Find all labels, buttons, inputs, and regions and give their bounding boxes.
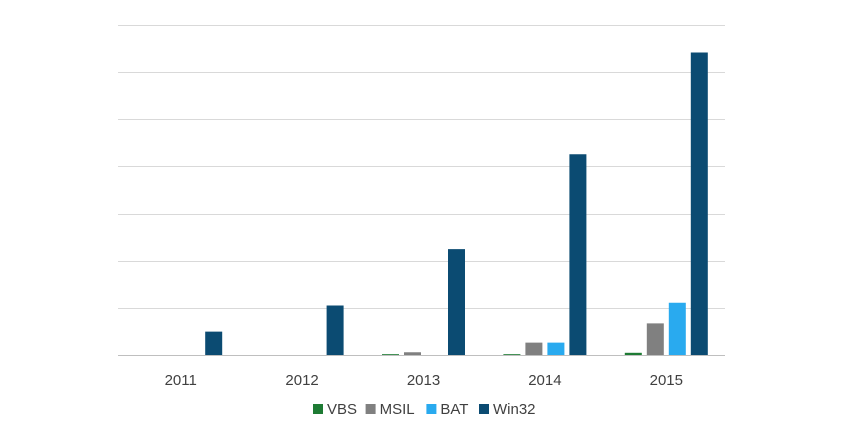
- legend-swatch-bat: [426, 404, 437, 414]
- bar-vbs-2014: [503, 354, 521, 355]
- legend-swatch-vbs: [313, 404, 323, 414]
- x-tick-label: 2014: [528, 372, 561, 389]
- bar-vbs-2013: [382, 354, 399, 355]
- gridlines: [118, 25, 725, 309]
- legend-label-msil: MSIL: [380, 401, 415, 418]
- legend-swatch-win32: [479, 404, 489, 414]
- x-tick-label: 2012: [285, 372, 318, 389]
- x-tick-label: 2015: [650, 372, 683, 389]
- legend-label-win32: Win32: [493, 401, 536, 418]
- bar-bat-2015: [668, 302, 686, 355]
- bar-bat-2014: [547, 342, 565, 355]
- x-tick-labels: 2011 2012 2013 2014 2015: [165, 372, 683, 389]
- bar-win32-2013: [448, 249, 465, 355]
- legend-label-bat: BAT: [440, 401, 468, 418]
- x-tick-label: 2011: [165, 372, 197, 389]
- bar-vbs-2015: [624, 352, 642, 355]
- bar-msil-2015: [646, 323, 664, 355]
- bar-msil-2014: [525, 342, 543, 355]
- legend-swatch-msil: [365, 404, 376, 414]
- bar-win32-2014: [569, 154, 587, 355]
- bars: [205, 52, 708, 355]
- bar-win32-2012: [326, 305, 344, 355]
- bar-win32-2015: [690, 52, 708, 355]
- legend-label-vbs: VBS: [327, 401, 357, 418]
- x-tick-label: 2013: [407, 372, 440, 389]
- legend: VBS MSIL BAT Win32: [313, 401, 536, 418]
- bar-msil-2013: [404, 352, 421, 355]
- bar-win32-2011: [205, 331, 223, 355]
